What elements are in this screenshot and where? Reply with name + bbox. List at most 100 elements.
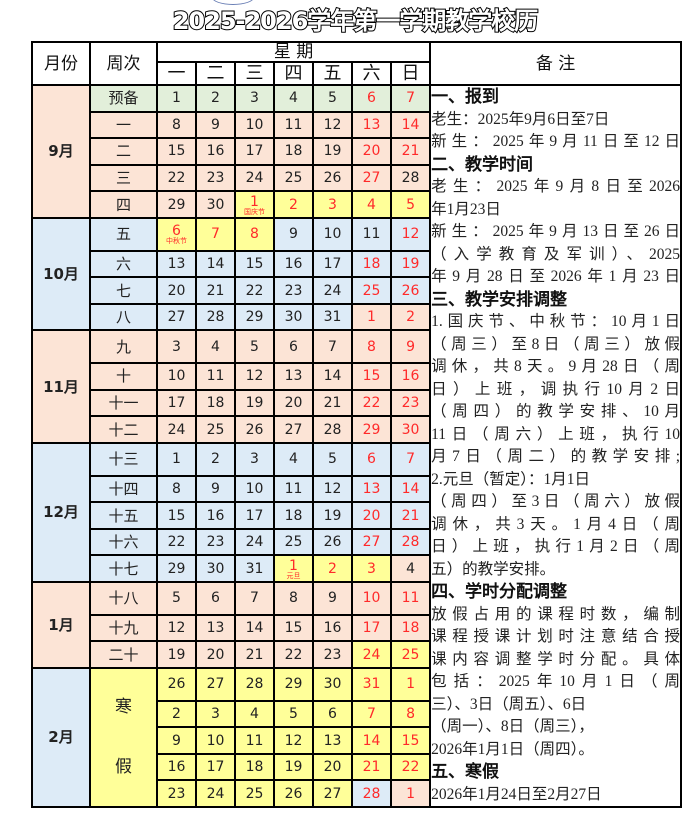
day-cell: 31 [312, 302, 353, 332]
day-number: 22 [401, 759, 420, 776]
day-cell: 14 [389, 474, 432, 504]
day-number: 30 [284, 309, 303, 326]
day-number: 9 [172, 732, 181, 749]
day-number: 6 [367, 451, 376, 468]
day-cell: 19 [273, 752, 314, 782]
day-cell: 22 [156, 163, 197, 193]
day-number: 14 [362, 732, 381, 749]
day-cell: 4 [273, 84, 314, 113]
day-cell: 13 [312, 726, 353, 755]
day-number: 7 [406, 90, 415, 107]
day-number: 29 [245, 309, 264, 326]
day-cell: 14 [389, 110, 432, 140]
day-number: 2 [328, 560, 337, 577]
day-cell: 24 [156, 415, 197, 444]
day-number: 4 [250, 705, 259, 722]
day-cell: 11 [234, 726, 275, 755]
day-cell: 12 [234, 362, 275, 391]
day-number: 17 [245, 507, 264, 524]
day-number: 1 [406, 785, 415, 802]
week-number: 一 [89, 110, 158, 140]
day-cell: 2 [389, 302, 432, 332]
week-number: 十三 [89, 441, 158, 477]
week-number: 十七 [89, 554, 158, 584]
day-cell: 5 [389, 190, 432, 219]
day-cell: 28 [195, 302, 236, 332]
notes-line: 调休，共8天。9月28日（周 [431, 358, 681, 375]
day-number: 23 [167, 785, 186, 802]
notes-line: 11日（周六）上班，执行10 [431, 425, 681, 443]
day-number: 25 [284, 170, 303, 187]
week-number: 四 [89, 190, 158, 219]
day-cell: 21 [389, 501, 432, 530]
day-cell: 21 [351, 752, 392, 782]
week-number: 二十 [89, 640, 158, 669]
week-number: 十一 [89, 388, 158, 418]
notes-line: 课内容调整学时分配。具体 [431, 650, 681, 668]
day-cell: 25 [389, 640, 432, 669]
day-cell: 25 [195, 415, 236, 444]
day-cell: 28 [389, 527, 432, 557]
day-number: 21 [401, 507, 420, 524]
day-cell: 8 [234, 216, 275, 252]
day-number: 3 [250, 90, 259, 107]
day-number: 21 [245, 646, 264, 663]
day-cell: 25 [273, 163, 314, 193]
week-number: 十八 [89, 581, 158, 616]
notes-line: 调休，共3天。1月4日（周 [431, 515, 681, 533]
day-number: 1 [406, 676, 415, 693]
week-number: 五 [89, 216, 158, 252]
week-row: 9月 预备 1 2 3 4 5 6 7 一、报到 老生：2025年9月6日至7日 新生：2025年9月… [31, 84, 683, 808]
day-cell: 20 [351, 501, 392, 530]
day-number: 31 [245, 560, 264, 577]
week-row: 1月 十八 5 6 7 8 9 10 11 [31, 581, 681, 669]
page-title: 2025-2026学年第一学期教学校历 [172, 6, 540, 36]
day-cell: 6 [351, 84, 392, 113]
day-cell: 15 [389, 726, 432, 755]
day-number: 15 [401, 732, 420, 749]
day-cell: 13 [351, 110, 392, 140]
day-cell: 8 [273, 581, 314, 616]
day-number: 13 [284, 368, 303, 385]
day-number: 8 [367, 338, 376, 355]
day-number: 1 [367, 309, 376, 326]
day-cell: 18 [234, 752, 275, 782]
day-number: 30 [206, 560, 225, 577]
day-cell: 1 [351, 302, 392, 332]
week-row: 2月寒假 26 27 28 29 30 31 1 [31, 666, 681, 809]
day-number: 19 [167, 646, 186, 663]
day-cell: 18 [195, 388, 236, 418]
day-cell: 23 [195, 527, 236, 557]
day-number: 22 [362, 395, 381, 412]
day-cell: 16 [195, 501, 236, 530]
weekday-header: 五 [312, 61, 353, 86]
day-number: 26 [245, 421, 264, 438]
day-number: 11 [284, 480, 303, 497]
day-number: 11 [206, 368, 225, 385]
day-cell: 11 [389, 581, 432, 616]
day-cell: 20 [312, 752, 353, 782]
day-number: 26 [284, 785, 303, 802]
day-number: 12 [401, 226, 420, 243]
day-cell: 12 [273, 726, 314, 755]
day-cell: 4 [273, 441, 314, 477]
day-number: 27 [167, 309, 186, 326]
day-cell: 6 中秋节 [156, 216, 197, 252]
day-cell: 30 [195, 554, 236, 584]
day-number: 3 [250, 451, 259, 468]
day-number: 22 [167, 170, 186, 187]
week-row: 11月九 3 4 5 6 7 8 9 [31, 329, 681, 444]
day-number: 12 [167, 620, 186, 637]
notes-section-heading: 一、报到 [431, 87, 500, 107]
day-number: 10 [362, 590, 381, 607]
notes-line: （入学教育及军训）、2025 [431, 245, 681, 263]
day-number: 12 [284, 732, 303, 749]
day-number: 28 [323, 421, 342, 438]
day-cell: 4 [234, 699, 275, 729]
day-number: 17 [323, 255, 342, 272]
day-number: 18 [284, 143, 303, 160]
day-number: 5 [406, 196, 415, 213]
notes-line: 老生：2025年9月6日至7日 [431, 110, 610, 128]
day-cell: 16 [273, 249, 314, 279]
month-label: 12月 [31, 441, 91, 584]
